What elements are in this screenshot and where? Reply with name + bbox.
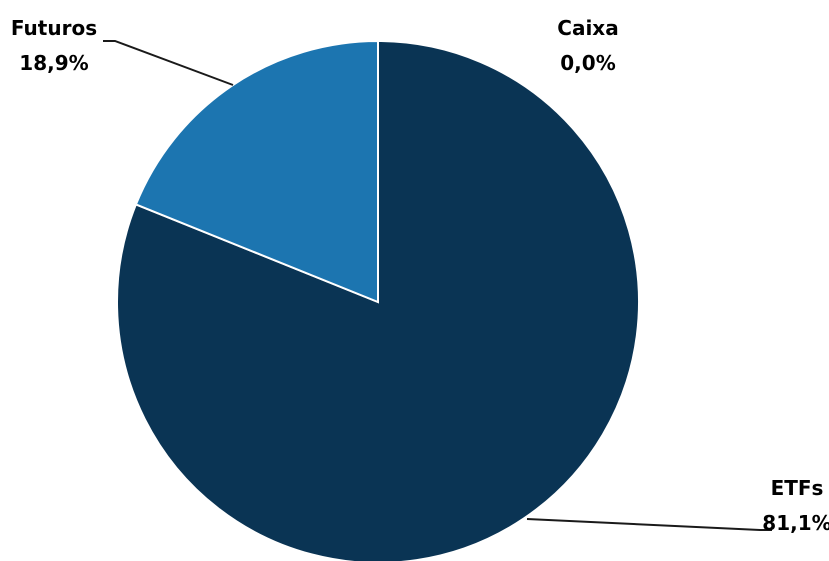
pie-slice-etfs — [116, 39, 640, 561]
label-futuros-name: Futuros — [11, 16, 97, 40]
leader-line-futuros — [103, 40, 234, 86]
leader-line-etfs — [526, 518, 772, 531]
label-futuros-value: 18,9% — [19, 51, 88, 75]
label-etfs-value: 81,1% — [762, 511, 829, 535]
leader-lines — [103, 40, 772, 531]
pie-slices — [116, 39, 640, 561]
label-caixa-name: Caixa — [557, 16, 618, 40]
label-etfs-name: ETFs — [771, 476, 824, 500]
label-caixa-value: 0,0% — [560, 51, 615, 75]
